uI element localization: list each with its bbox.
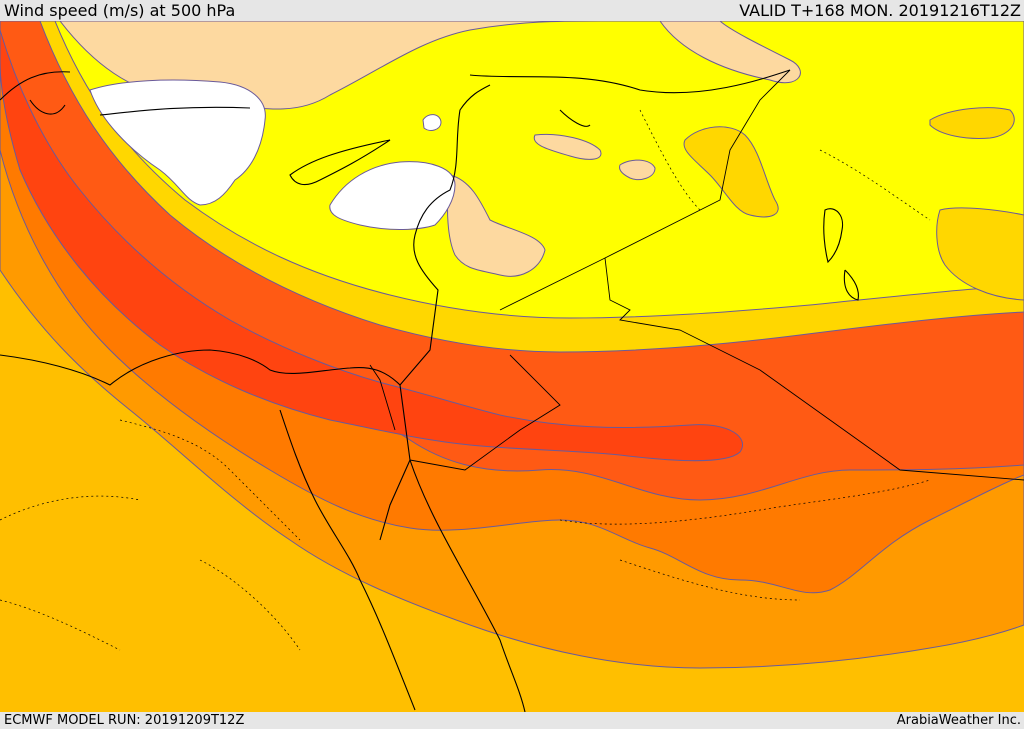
- band-light-patch-1: [533, 133, 602, 160]
- credit: ArabiaWeather Inc.: [896, 713, 1021, 728]
- political-borders: [369, 69, 1024, 481]
- band-jet-core: [0, 29, 743, 462]
- coastlines: [0, 69, 859, 712]
- band-moderate-east-3: [936, 207, 1024, 301]
- band-light-east: [659, 21, 801, 84]
- map-title: Wind speed (m/s) at 500 hPa: [4, 1, 236, 20]
- band-light-patch-2: [619, 159, 656, 181]
- band-light-levant: [447, 174, 546, 277]
- band-calm-central: [329, 161, 456, 231]
- band-moderate-east-2: [929, 107, 1015, 139]
- band-moderate-east: [683, 126, 779, 218]
- wind-speed-map: [0, 21, 1024, 712]
- band-calm-patch: [422, 114, 442, 131]
- model-run: ECMWF MODEL RUN: 20191209T12Z: [4, 713, 245, 728]
- map-header: Wind speed (m/s) at 500 hPa VALID T+168 …: [0, 0, 1024, 21]
- valid-time: VALID T+168 MON. 20191216T12Z: [739, 1, 1021, 20]
- map-footer: ECMWF MODEL RUN: 20191209T12Z ArabiaWeat…: [0, 712, 1024, 729]
- internal-borders: [0, 109, 931, 651]
